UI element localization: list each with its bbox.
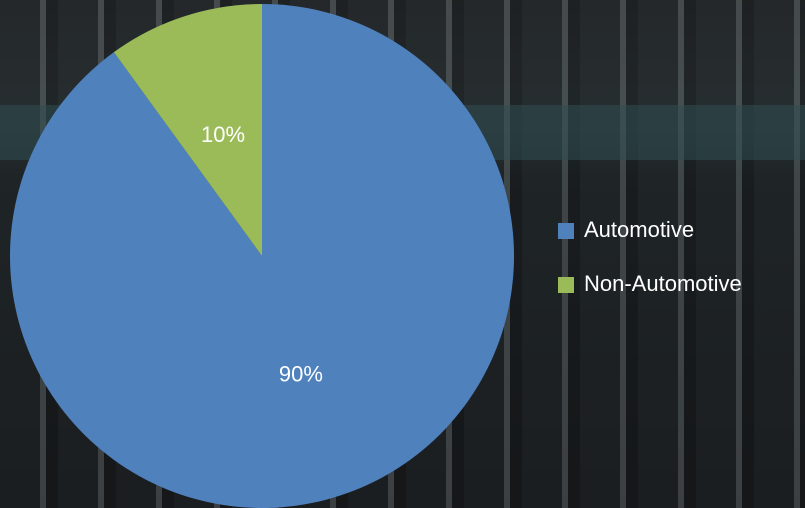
legend-label: Automotive (584, 217, 694, 242)
legend-label: Non-Automotive (584, 271, 742, 296)
legend-swatch (558, 277, 574, 293)
slice-label: 90% (279, 362, 323, 387)
legend-swatch (558, 223, 574, 239)
pie-slice (9, 4, 514, 508)
pie-slice (113, 4, 262, 256)
slice-label: 10% (201, 122, 245, 147)
legend: Automotive Non-Automotive (558, 217, 742, 296)
pie: 90% 10% (9, 4, 514, 508)
